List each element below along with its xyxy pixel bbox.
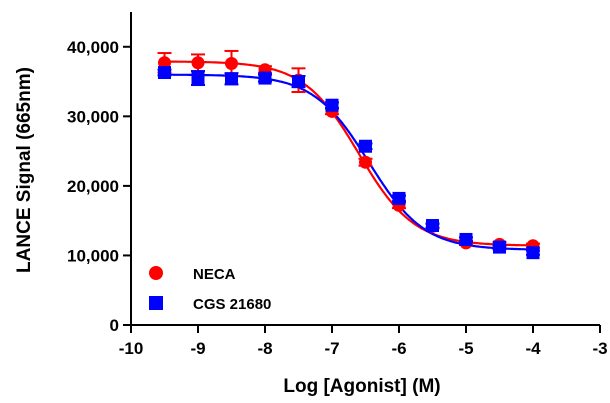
x-tick-label: -7 <box>324 339 339 358</box>
data-point-cgs <box>526 246 540 260</box>
axes: 0 10,000 20,000 30,000 40,000 -10 -9 -8 -7 -6 -5 -4… <box>67 12 608 358</box>
data-point-cgs <box>158 66 171 80</box>
y-axis-title: LANCE Signal (665nm) <box>14 67 35 273</box>
data-point-cgs <box>426 219 439 233</box>
x-tick-label: -4 <box>525 339 541 358</box>
data-point-cgs <box>225 72 238 86</box>
legend-marker-cgs <box>149 296 163 310</box>
x-axis-title: Log [Agonist] (M) <box>283 376 440 397</box>
fit-curves <box>164 60 532 251</box>
x-tick-label: -8 <box>257 339 272 358</box>
fit-curve-cgs <box>164 73 532 251</box>
y-tick-label: 20,000 <box>67 177 119 196</box>
legend: NECA CGS 21680 <box>149 266 271 313</box>
data-point-cgs <box>459 232 473 246</box>
y-tick-label: 30,000 <box>67 107 119 126</box>
y-tick-label: 10,000 <box>67 246 119 265</box>
data-point-cgs <box>359 139 372 153</box>
x-tick-label: -9 <box>190 339 205 358</box>
data-point-neca <box>359 155 372 169</box>
y-tick-label: 40,000 <box>67 38 119 57</box>
legend-marker-neca <box>149 266 163 280</box>
legend-label-neca: NECA <box>193 266 236 283</box>
data-points <box>157 49 540 260</box>
data-point-cgs <box>493 240 506 254</box>
fit-curve-neca <box>164 60 532 247</box>
data-point-cgs <box>191 71 205 85</box>
x-tick-label: -3 <box>592 339 607 358</box>
data-point-neca <box>225 56 238 70</box>
x-tick-label: -6 <box>391 339 406 358</box>
data-point-cgs <box>258 71 272 85</box>
data-point-cgs <box>292 75 305 89</box>
x-tick-label: -5 <box>458 339 473 358</box>
data-point-neca <box>191 56 205 70</box>
legend-label-cgs: CGS 21680 <box>193 296 271 313</box>
x-tick-label: -10 <box>119 339 144 358</box>
data-point-cgs <box>325 98 339 112</box>
y-tick-label: 0 <box>110 316 119 335</box>
data-point-cgs <box>392 191 406 205</box>
